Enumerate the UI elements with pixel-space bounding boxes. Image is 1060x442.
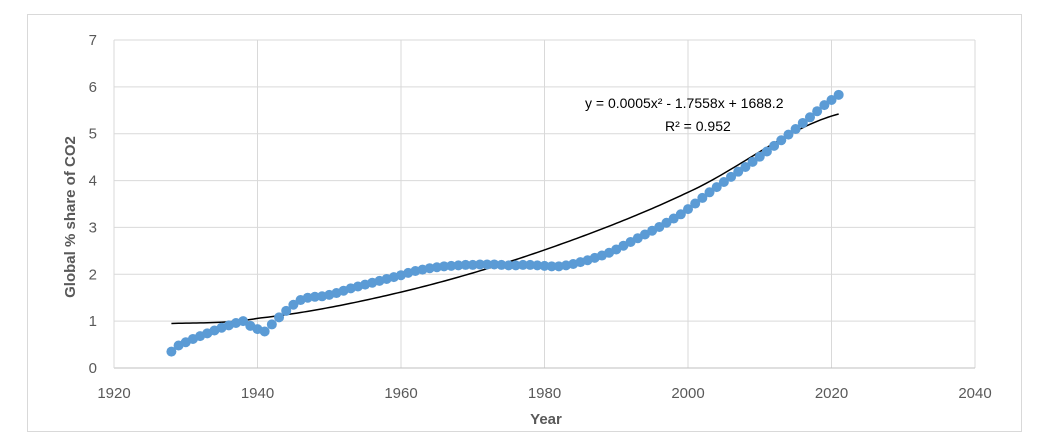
trendline — [171, 113, 839, 325]
y-tick-label: 7 — [89, 32, 97, 49]
data-point — [474, 259, 485, 270]
tick-labels: 0 1 2 3 4 5 6 7 1920 1940 1960 1980 2000 2020 2040 — [89, 32, 992, 402]
x-tick-label: 1960 — [384, 385, 417, 402]
data-point — [539, 260, 550, 271]
trendline-layer — [171, 113, 839, 325]
data-point — [546, 261, 557, 272]
y-tick-label: 5 — [89, 126, 97, 143]
x-tick-label: 2040 — [958, 385, 991, 402]
gridlines — [114, 39, 976, 368]
data-point — [460, 259, 471, 270]
y-axis-title: Global % share of CO2 — [62, 136, 79, 298]
data-point — [467, 259, 478, 270]
data-point — [754, 151, 765, 162]
data-point — [266, 319, 277, 330]
data-point — [833, 89, 844, 100]
scatter-points — [166, 89, 844, 357]
data-point — [510, 260, 521, 271]
data-point — [747, 156, 758, 167]
data-point — [790, 124, 801, 135]
x-tick-label: 1940 — [241, 385, 274, 402]
data-point — [776, 135, 787, 146]
data-point — [281, 305, 292, 316]
axes — [113, 40, 975, 369]
y-tick-label: 0 — [89, 360, 97, 377]
data-point — [288, 299, 299, 310]
trendline-equation: y = 0.0005x² - 1.7558x + 1688.2 — [585, 95, 784, 111]
data-point — [812, 106, 823, 117]
data-point — [274, 312, 285, 323]
data-point — [482, 259, 493, 270]
y-tick-label: 3 — [89, 219, 97, 236]
y-tick-label: 6 — [89, 79, 97, 96]
x-axis-title: Year — [530, 411, 562, 428]
data-point — [439, 261, 450, 272]
y-tick-label: 2 — [89, 266, 97, 283]
data-point — [711, 182, 722, 193]
y-tick-label: 4 — [89, 173, 97, 190]
data-point — [804, 112, 815, 123]
data-point — [697, 192, 708, 203]
data-point — [675, 209, 686, 220]
data-point — [238, 316, 249, 327]
data-point — [309, 291, 320, 302]
chart-frame: 0 1 2 3 4 5 6 7 1920 1940 1960 1980 2000 2020 2040 y =… — [27, 14, 1022, 432]
data-point — [769, 140, 780, 151]
data-point — [525, 259, 536, 270]
x-tick-label: 2000 — [671, 385, 704, 402]
data-point — [683, 204, 693, 215]
data-point — [503, 260, 514, 271]
data-point — [446, 260, 457, 271]
chart-svg: 0 1 2 3 4 5 6 7 1920 1940 1960 1980 2000 2020 2040 y =… — [62, 32, 992, 428]
data-point — [718, 176, 729, 187]
data-point — [704, 187, 715, 198]
data-point — [489, 259, 500, 270]
data-point — [797, 117, 808, 128]
data-point — [517, 259, 528, 270]
data-point — [740, 161, 751, 172]
data-point — [783, 129, 794, 140]
x-tick-label: 1980 — [528, 385, 561, 402]
y-tick-label: 1 — [89, 313, 97, 330]
data-point — [259, 326, 270, 337]
data-point — [761, 146, 772, 157]
data-point — [532, 260, 543, 271]
data-point — [496, 259, 507, 270]
data-point — [453, 260, 464, 271]
data-point — [733, 166, 744, 177]
x-tick-label: 1920 — [97, 385, 130, 402]
data-point — [690, 198, 701, 209]
data-point — [166, 346, 177, 357]
trendline-r-squared: R² = 0.952 — [665, 118, 731, 134]
data-point — [726, 171, 737, 182]
x-tick-label: 2020 — [815, 385, 848, 402]
data-point — [819, 100, 830, 111]
data-point — [826, 94, 837, 105]
